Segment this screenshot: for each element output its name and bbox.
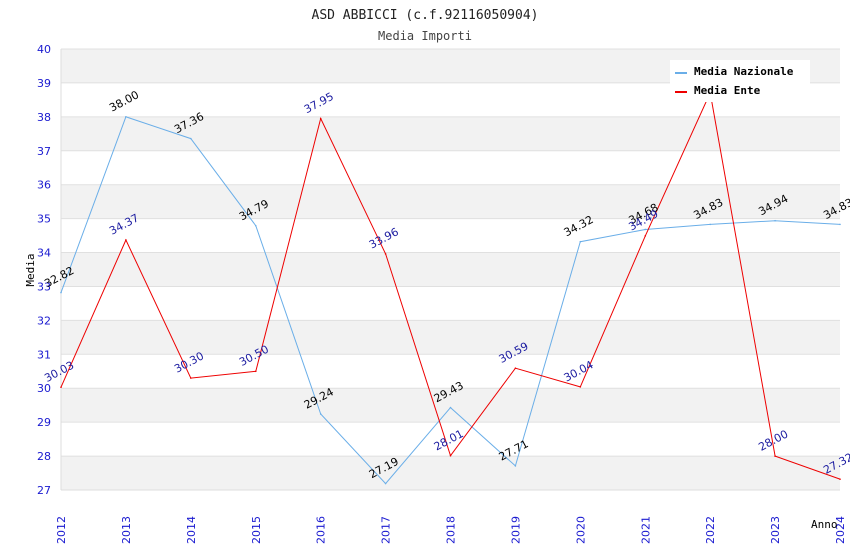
grid-band [61,184,840,219]
x-axis-ticks: 2012 2013 2014 2015 2016 2017 2018 2019 2020 2021… [55,516,847,544]
y-tick-label: 37 [37,145,51,158]
data-point-media-nazionale [514,465,517,467]
data-point-media-nazionale [709,223,711,226]
data-point-media-ente [579,386,582,388]
data-point-media-nazionale [384,482,387,485]
grid-band [61,286,840,321]
data-point-media-ente [60,386,62,389]
x-tick-label: 2016 [315,516,328,544]
x-tick-label: 2017 [380,516,393,544]
y-tick-label: 27 [37,484,51,497]
data-point-media-nazionale [839,223,841,226]
y-tick-label: 39 [37,77,51,90]
y-tick-label: 28 [37,450,51,463]
x-tick-label: 2012 [55,516,68,544]
data-point-media-nazionale [60,291,62,294]
legend-label-media-nazionale: Media Nazionale [694,65,794,78]
data-point-media-nazionale [579,240,582,243]
y-tick-label: 33 [37,280,51,293]
grid-band [61,252,840,287]
data-point-media-ente [449,454,452,457]
grid-lines [60,48,840,491]
data-point-media-ente [384,253,387,255]
x-tick-label: 2021 [639,516,652,544]
x-tick-label: 2020 [574,516,587,544]
data-point-media-nazionale [125,116,127,118]
data-point-media-ente [774,455,776,457]
data-point-media-nazionale [449,406,452,409]
grid-band [61,388,840,423]
y-tick-label: 35 [37,213,51,226]
y-tick-label: 32 [37,314,51,327]
x-tick-label: 2023 [769,516,782,544]
y-tick-label: 38 [37,111,51,124]
x-tick-label: 2013 [120,516,133,544]
y-tick-label: 34 [37,247,51,260]
legend-box [670,60,810,102]
data-point-media-ente [190,377,192,379]
chart-subtitle: Media Importi [378,29,472,43]
x-tick-label: 2022 [704,516,717,544]
y-tick-label: 29 [37,416,51,429]
data-point-media-nazionale [319,413,322,415]
y-tick-label: 31 [37,348,51,361]
data-point-media-nazionale [774,219,776,222]
y-axis-label: Media [24,253,37,286]
y-tick-label: 36 [37,179,51,192]
x-axis-label: Anno [811,518,838,531]
data-point-media-nazionale [254,224,257,227]
grid-band [61,150,840,185]
data-point-media-ente [839,478,841,480]
data-point-media-ente [254,370,257,373]
legend: Media Nazionale Media Ente [670,60,810,102]
x-tick-label: 2015 [250,516,263,544]
grid-band [61,116,840,151]
grid-band [61,354,840,389]
y-tick-label: 40 [37,43,51,56]
chart-title: ASD ABBICCI (c.f.92116050904) [312,8,539,23]
grid-band [61,422,840,457]
y-tick-label: 30 [37,382,51,395]
x-tick-label: 2024 [834,516,847,544]
data-point-media-ente [319,117,322,120]
grid-band [61,320,840,355]
x-tick-label: 2014 [185,516,198,544]
grid-band [61,456,840,490]
background-bands [61,49,840,490]
data-point-media-ente [125,239,127,241]
data-point-media-ente [514,367,517,370]
x-tick-label: 2018 [445,516,458,544]
x-tick-label: 2019 [509,516,522,544]
data-point-media-ente [644,235,647,237]
legend-label-media-ente: Media Ente [694,84,761,97]
data-point-media-nazionale [644,228,647,231]
data-point-media-nazionale [190,137,192,140]
y-axis-ticks: 27 28 29 30 31 32 33 34 35 36 37 38 39 40 [37,43,51,497]
